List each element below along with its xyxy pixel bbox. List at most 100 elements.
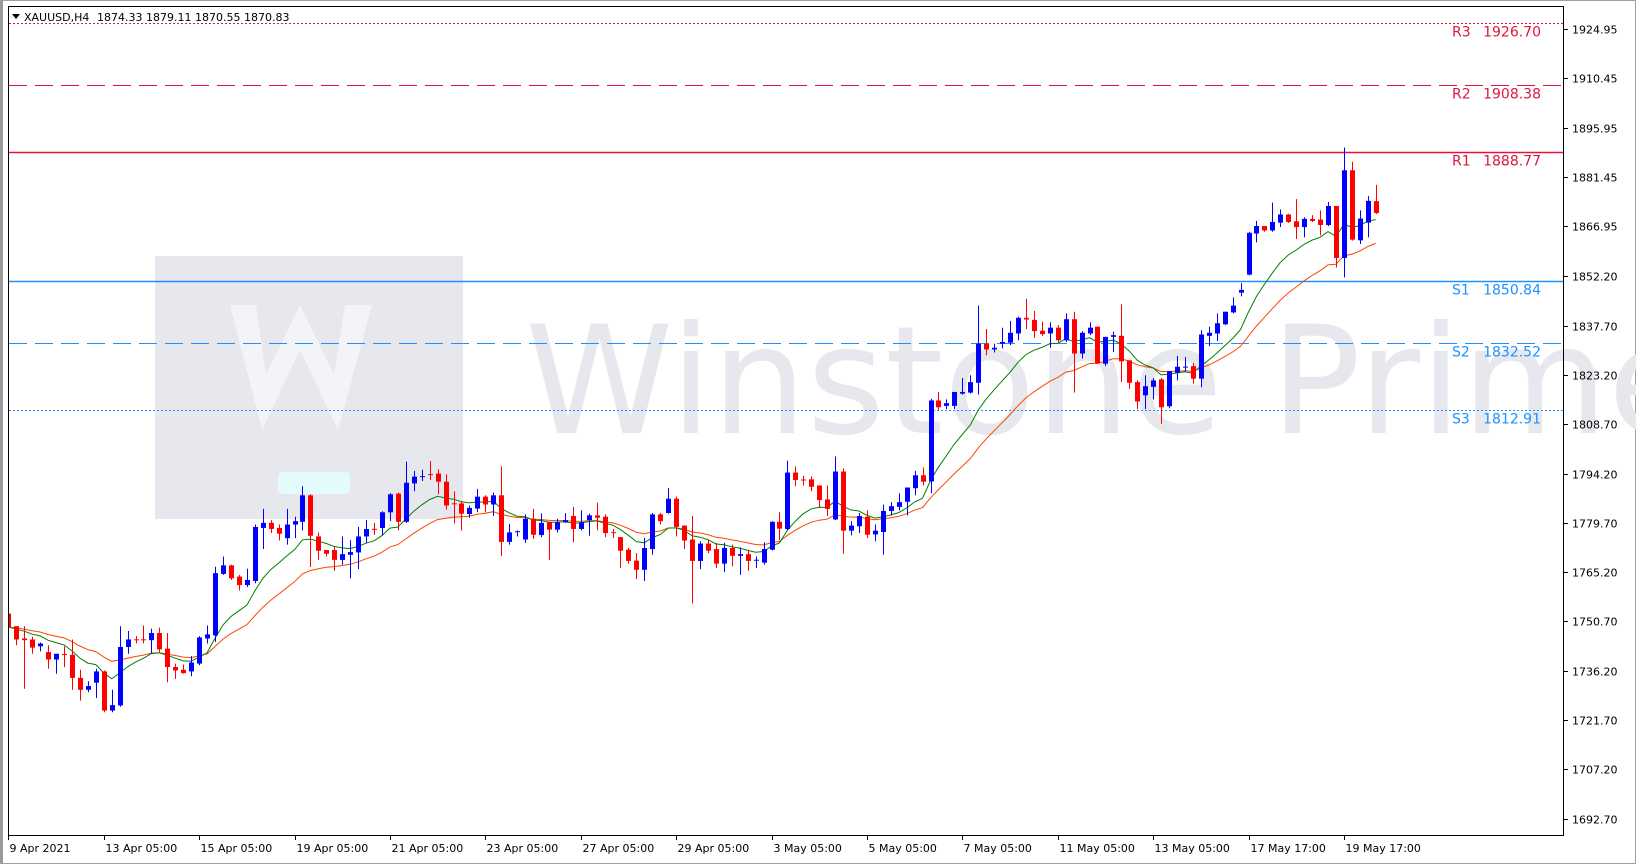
candle-body (38, 643, 43, 647)
candle-body (674, 498, 679, 527)
candle (149, 628, 154, 654)
candle-body (1326, 205, 1331, 226)
candle (1326, 201, 1331, 227)
candle (14, 626, 19, 646)
candles (9, 147, 1379, 713)
candle-body (785, 472, 790, 529)
candle-body (1127, 360, 1132, 383)
candle (1111, 331, 1116, 352)
candle-body (46, 652, 51, 660)
candle-body (897, 502, 902, 507)
candle (372, 522, 377, 535)
watermark-logo (155, 256, 463, 519)
candle-body (817, 485, 822, 501)
candle-body (221, 565, 226, 574)
candle (1342, 147, 1347, 278)
candle (817, 485, 822, 508)
candle-body (102, 671, 107, 711)
candle-body (237, 576, 242, 586)
candle-body (936, 400, 941, 408)
candle-body (722, 548, 727, 564)
candle (229, 564, 234, 580)
price-tick-label: 1895.95 (1572, 123, 1618, 136)
candle (626, 548, 631, 564)
candle-body (165, 648, 170, 668)
price-axis[interactable]: 1924.95 1910.45 1895.95 1881.45 1866.95 1852.… (1563, 7, 1618, 836)
candle (777, 512, 782, 541)
candle (1239, 283, 1244, 297)
time-tick-label: 5 May 05:00 (869, 842, 937, 855)
price-tick-label: 1750.70 (1572, 616, 1618, 629)
candle (833, 456, 838, 521)
time-tick-label: 27 Apr 05:00 (583, 842, 655, 855)
candle-body (1231, 305, 1236, 313)
candle-body (189, 662, 194, 672)
candle (650, 512, 655, 555)
candle-body (483, 496, 488, 505)
candle (110, 689, 115, 713)
candle (674, 496, 679, 537)
candle (1374, 184, 1379, 214)
candle-body (118, 646, 123, 706)
candle-body (1095, 326, 1100, 364)
candle (913, 470, 918, 496)
candle (658, 512, 663, 525)
candle (300, 486, 305, 531)
candle (1040, 321, 1045, 336)
candle (221, 556, 226, 575)
candle-body (1239, 289, 1244, 293)
candle-body (571, 516, 576, 529)
candle-body (1310, 218, 1315, 221)
candle-body (157, 633, 162, 650)
candle (857, 512, 862, 534)
candle-body (921, 475, 926, 482)
candle-body (1008, 332, 1013, 343)
candle (404, 461, 409, 523)
candle-body (1072, 319, 1077, 354)
candle-body (992, 347, 997, 350)
candle (420, 469, 425, 482)
candle (523, 514, 528, 543)
level-name-s1: S1 (1452, 283, 1470, 299)
candle (1048, 322, 1053, 348)
price-tick-label: 1765.20 (1572, 567, 1618, 580)
price-tick-label: 1823.20 (1572, 370, 1618, 383)
candle-body (690, 539, 695, 561)
candle-body (332, 550, 337, 560)
candle (1016, 316, 1021, 341)
candle (1119, 304, 1124, 383)
candle (714, 542, 719, 569)
candle (873, 524, 878, 542)
candle (905, 487, 910, 516)
time-axis[interactable]: 9 Apr 2021 13 Apr 05:00 15 Apr 05:00 19 Apr… (8, 835, 1421, 855)
candle-body (1270, 221, 1275, 231)
candle-body (523, 518, 528, 540)
candle-body (944, 403, 949, 406)
candle-body (9, 613, 11, 627)
candle-body (1016, 317, 1021, 334)
candle (38, 642, 43, 652)
candle-body (70, 654, 75, 678)
candle (1080, 331, 1085, 359)
candle (1366, 196, 1371, 238)
candle-body (650, 514, 655, 550)
candle (706, 539, 711, 554)
candle-body (436, 473, 441, 482)
candle-body (968, 382, 973, 393)
candle (722, 542, 727, 573)
candle (197, 636, 202, 666)
time-tick-label: 9 Apr 2021 (10, 842, 71, 855)
candle-body (1159, 379, 1164, 408)
candle (412, 470, 417, 492)
candle-body (388, 494, 393, 513)
candle-body (1215, 323, 1220, 334)
candle-body (213, 573, 218, 636)
candle (865, 510, 870, 539)
triangle-down-icon[interactable] (12, 14, 20, 19)
candle-body (396, 493, 401, 522)
candle-body (205, 634, 210, 639)
level-value-r2: 1908.38 (1483, 87, 1541, 103)
candle-body (905, 487, 910, 502)
candle (189, 656, 194, 677)
